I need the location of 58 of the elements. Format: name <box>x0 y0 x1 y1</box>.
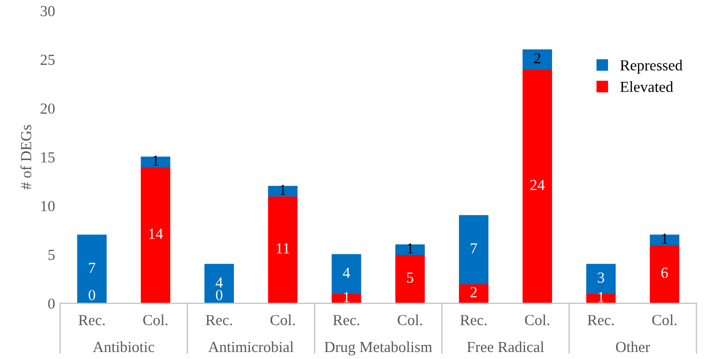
x-tick-label: Col. <box>398 314 422 326</box>
x-tick-label: Col. <box>143 314 168 326</box>
data-label: 6 <box>661 268 668 278</box>
data-label: 24 <box>530 180 545 190</box>
bar <box>140 156 170 168</box>
data-label: 1 <box>408 243 413 254</box>
y-tick-label: 10 <box>41 200 55 212</box>
bar <box>140 166 170 304</box>
x-tick-label: Col. <box>652 314 677 326</box>
data-label: 2 <box>534 53 540 64</box>
text: Antibiotic <box>92 341 154 352</box>
bar <box>268 196 298 304</box>
y-tick-label: 30 <box>40 6 55 16</box>
data-label: 1 <box>598 292 604 302</box>
data-label: 0 <box>216 290 222 300</box>
x-tick-label: Rec. <box>333 315 360 326</box>
data-label: 0 <box>88 290 96 300</box>
x-tick-label: Rec. <box>460 315 486 326</box>
x-tick-label: Col. <box>270 314 295 326</box>
bar <box>395 254 425 304</box>
y-tick-label: 0 <box>48 298 55 309</box>
data-label: 7 <box>470 243 478 254</box>
data-label: 1 <box>153 156 158 166</box>
legend-label: Repressed <box>620 60 682 74</box>
bar <box>268 186 298 196</box>
bar <box>650 244 680 304</box>
y-axis-title: # of DEGs <box>20 124 32 190</box>
x-tick-label: Rec. <box>78 315 105 326</box>
text: Free Radical <box>467 341 544 352</box>
data-label: 4 <box>342 268 350 278</box>
text: Antimicrobial <box>208 341 294 352</box>
bar <box>395 244 425 256</box>
data-label: 2 <box>470 287 477 298</box>
data-label: 1 <box>662 234 668 244</box>
data-label: 1 <box>280 184 286 195</box>
bar <box>650 234 680 246</box>
legend-label: Elevated <box>620 81 674 92</box>
text: Drug Metabolism <box>324 341 432 356</box>
data-label: 14 <box>149 228 163 239</box>
y-tick-label: 20 <box>40 103 55 114</box>
data-label: 4 <box>216 277 223 288</box>
x-tick-label: Rec. <box>588 315 614 326</box>
data-label: 1 <box>344 292 350 302</box>
text: Other <box>616 341 650 352</box>
data-label: 5 <box>407 272 414 283</box>
y-tick-label: 15 <box>41 152 55 163</box>
y-tick-label: 5 <box>48 250 55 260</box>
x-tick-label: Rec. <box>206 315 232 326</box>
bar <box>522 68 552 304</box>
bar <box>77 234 107 304</box>
x-tick-label: Col. <box>525 314 550 326</box>
bar <box>458 215 488 284</box>
y-tick-label: 25 <box>40 54 55 65</box>
data-label: 11 <box>276 243 290 254</box>
bar <box>522 49 552 70</box>
data-label: 3 <box>598 272 604 283</box>
bar <box>204 264 234 304</box>
data-label: 7 <box>89 262 96 273</box>
